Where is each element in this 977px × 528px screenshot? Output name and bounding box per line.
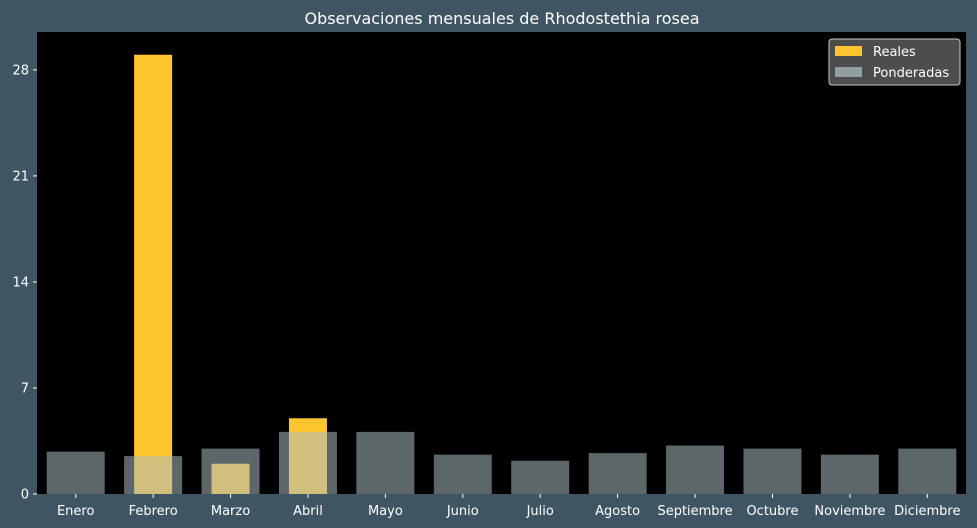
bar-ponderadas-febrero (124, 456, 183, 494)
bar-ponderadas-enero (46, 451, 105, 494)
legend: Reales Ponderadas (828, 38, 961, 86)
x-tick-label: Enero (57, 504, 95, 519)
chart-title: Observaciones mensuales de Rhodostethia … (304, 9, 699, 28)
bar-reales-febrero (134, 54, 173, 494)
legend-label-reales: Reales (873, 45, 916, 60)
bar-ponderadas-junio (433, 454, 492, 494)
bar-ponderadas-agosto (588, 453, 647, 494)
weighted-bars-group (46, 431, 957, 494)
y-tick-label: 28 (12, 63, 29, 78)
x-axis: Enero Febrero Marzo Abril Mayo Junio Julio Agos… (57, 494, 960, 519)
bar-ponderadas-abril (278, 431, 337, 494)
bar-ponderadas-julio (511, 460, 570, 494)
y-tick-label: 14 (12, 275, 29, 290)
y-tick-label: 21 (12, 169, 29, 184)
x-tick-label: Febrero (129, 504, 178, 519)
legend-swatch-ponderadas (835, 67, 862, 77)
x-tick-label: Mayo (368, 504, 403, 519)
y-tick-label: 7 (21, 381, 29, 396)
y-tick-label: 0 (21, 488, 29, 503)
y-axis: 0 7 14 21 28 (12, 63, 37, 503)
x-tick-label: Agosto (595, 504, 640, 519)
bar-ponderadas-diciembre (898, 448, 957, 494)
x-tick-label: Noviembre (814, 504, 885, 519)
bar-ponderadas-noviembre (820, 454, 879, 494)
plot-area (37, 32, 966, 494)
x-tick-label: Abril (293, 504, 323, 519)
x-tick-label: Marzo (211, 504, 250, 519)
legend-swatch-reales (835, 46, 862, 56)
x-tick-label: Septiembre (657, 504, 732, 519)
x-tick-label: Junio (446, 504, 479, 519)
bar-ponderadas-octubre (743, 448, 802, 494)
bar-ponderadas-septiembre (666, 445, 725, 494)
bar-ponderadas-marzo (201, 448, 260, 494)
x-tick-label: Octubre (746, 504, 798, 519)
legend-label-ponderadas: Ponderadas (873, 66, 949, 81)
x-tick-label: Julio (526, 504, 554, 519)
x-tick-label: Diciembre (894, 504, 960, 519)
bar-ponderadas-mayo (356, 431, 415, 494)
